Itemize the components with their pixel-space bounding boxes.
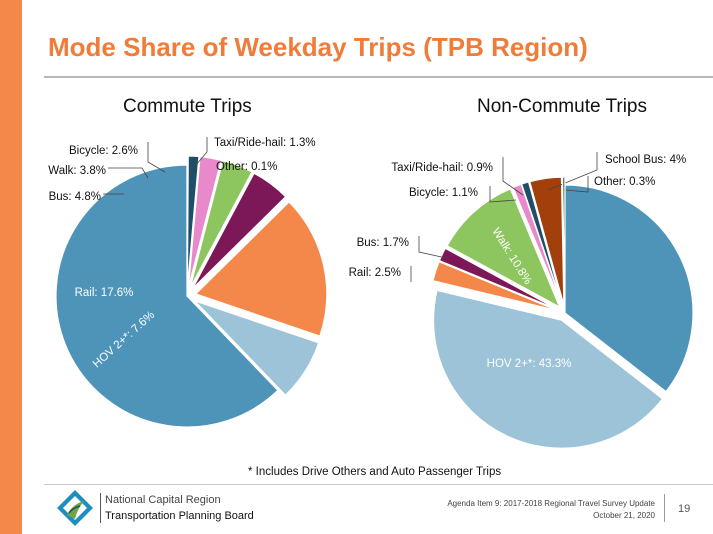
org-board-name: Transportation Planning Board [105, 510, 254, 522]
slide-title: Mode Share of Weekday Trips (TPB Region) [48, 32, 588, 62]
pie2-leader-8 [565, 176, 589, 193]
pie2-leader-5 [489, 186, 517, 203]
pie1-label-7: Other: 0.1% [216, 161, 277, 173]
pie2-label-7: School Bus: 4% [605, 154, 686, 166]
pie2-label-2: Rail: 2.5% [349, 267, 401, 279]
pie2-label-6: Taxi/Ride-hail: 0.9% [391, 162, 493, 174]
pie1-label-3: Bus: 4.8% [49, 191, 101, 203]
pie1-slice-2 [194, 201, 328, 337]
page-number: 19 [678, 503, 691, 515]
pie2-slice-8 [561, 176, 566, 306]
pie1-leader-4 [108, 167, 149, 179]
accent-bar [0, 0, 22, 534]
pie2-slice-7 [529, 176, 565, 306]
non-commute-chart-title: Non-Commute Trips [477, 96, 647, 117]
pie1-slice-4 [189, 159, 253, 288]
pie1-slice-1 [194, 300, 320, 397]
footer-divider [44, 484, 713, 485]
pie1-slice-7 [186, 155, 189, 288]
logo-divider [100, 493, 101, 523]
pie1-label-4: Walk: 3.8% [48, 165, 106, 177]
pie2-label-3: Bus: 1.7% [357, 237, 409, 249]
page-divider [664, 494, 665, 522]
pie2-slice-3 [438, 247, 559, 311]
pie1-label-5: Bicycle: 2.6% [69, 145, 138, 157]
pie2-label-8: Other: 0.3% [594, 176, 655, 188]
pie2-slice-1 [432, 289, 664, 449]
meeting-date: October 21, 2020 [593, 511, 655, 520]
pie2-label-1: HOV 2+*: 43.3% [487, 358, 572, 370]
org-name: National Capital Region [105, 494, 221, 506]
title-divider [44, 76, 713, 78]
pie2-leader-6 [502, 157, 524, 196]
pie1-leader-6 [189, 137, 208, 173]
pie1-leader-5 [147, 142, 166, 173]
tpb-logo-icon [57, 490, 93, 526]
pie1-label-2: Rail: 17.6% [75, 287, 134, 299]
pie2-slice-4 [446, 188, 561, 309]
pie1-slice-0 [55, 164, 279, 428]
footnote: * Includes Drive Others and Auto Passeng… [248, 466, 502, 478]
pie2-slice-6 [520, 181, 564, 306]
pie1-label-6: Taxi/Ride-hail: 1.3% [214, 137, 316, 149]
pie2-slice-2 [432, 260, 558, 312]
agenda-item: Agenda Item 9: 2017-2018 Regional Travel… [447, 499, 655, 508]
pie1-slice-3 [191, 172, 287, 290]
pie2-leader-3 [418, 236, 447, 259]
pie1-slice-5 [187, 155, 222, 288]
commute-chart-title: Commute Trips [123, 96, 252, 117]
pie2-slice-0 [564, 184, 694, 393]
pie2-label-5: Bicycle: 1.1% [409, 187, 478, 199]
